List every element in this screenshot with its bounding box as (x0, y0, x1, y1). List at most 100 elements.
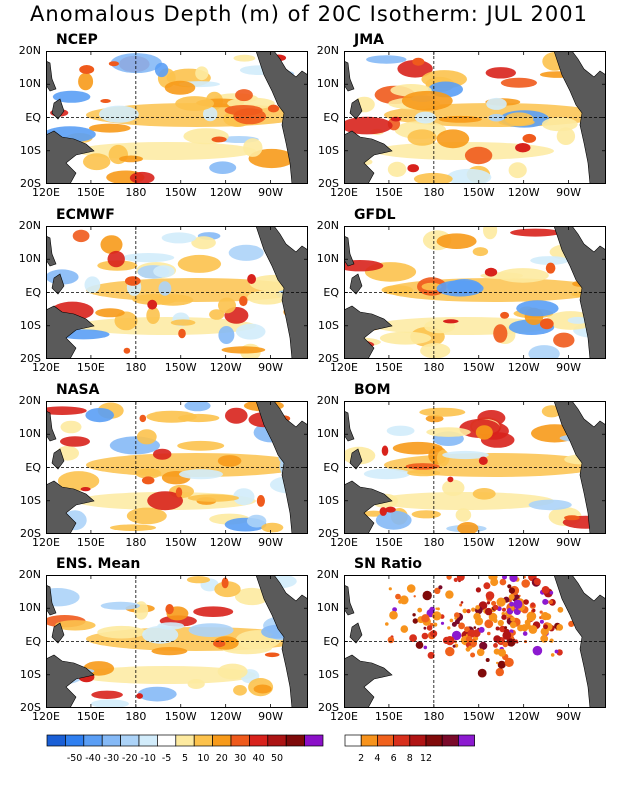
strong-anomaly-patch (381, 445, 389, 456)
figure-title: Anomalous Depth (m) of 20C Isotherm: JUL… (30, 2, 588, 26)
sn-ratio-patch (504, 657, 514, 667)
latitude-label: 20S (20, 527, 41, 540)
strong-anomaly-patch (123, 347, 131, 354)
sn-ratio-patch (475, 587, 481, 593)
negative-anomaly-patch (161, 232, 197, 244)
longitude-label: 90W (556, 710, 581, 723)
land-mask (255, 401, 308, 534)
sn-ratio-patch (484, 619, 494, 629)
sn-ratio-patch (520, 624, 529, 632)
longitude-label: 90W (556, 536, 581, 549)
sn-ratio-patch (452, 644, 456, 648)
strong-anomaly-patch (108, 61, 119, 67)
positive-anomaly-patch (209, 309, 225, 320)
panel-title: JMA (354, 32, 384, 48)
sn-ratio-patch (528, 625, 538, 634)
negative-anomaly-patch (153, 265, 175, 278)
land-mask (46, 305, 95, 359)
land-mask (349, 273, 363, 295)
positive-anomaly-patch (233, 685, 247, 696)
land-mask (46, 654, 95, 708)
sn-ratio-patch (495, 626, 500, 631)
strong-anomaly-patch (385, 506, 396, 513)
sn-ratio-patch (510, 616, 516, 622)
sn-ratio-patch (507, 584, 512, 589)
sn-ratio-patch (554, 649, 559, 654)
longitude-label: 180 (125, 710, 147, 723)
strong-anomaly-patch (539, 318, 554, 330)
longitude-label: 120W (507, 186, 540, 199)
strong-anomaly-patch (100, 99, 111, 103)
sn-ratio-patch (406, 584, 416, 593)
latitude-label: EQ (25, 110, 41, 124)
positive-anomaly-patch (107, 250, 125, 268)
sn-ratio-patch (426, 625, 433, 631)
latitude-label: 10N (18, 252, 41, 266)
positive-anomaly-patch (247, 290, 287, 305)
negative-anomaly-patch (218, 326, 235, 344)
negative-anomaly-patch (99, 105, 139, 123)
latitude-label: EQ (323, 285, 339, 299)
land-mask (46, 130, 95, 184)
land-mask (344, 305, 393, 359)
positive-anomaly-patch (46, 406, 87, 415)
positive-anomaly-patch (83, 153, 111, 171)
land-mask (51, 622, 65, 644)
sn-ratio-patch (506, 637, 516, 647)
longitude-label: 120E (330, 361, 358, 374)
positive-anomaly-patch (114, 311, 138, 331)
positive-anomaly-patch (164, 80, 196, 95)
sn-ratio-patch (423, 626, 427, 630)
anomaly-tick-label: 5 (181, 753, 189, 764)
sn-ratio-patch (459, 603, 463, 607)
map-field (344, 401, 606, 534)
positive-anomaly-patch (442, 479, 465, 496)
strong-anomaly-patch (484, 267, 498, 277)
anomaly-tick-label: 10 (197, 753, 210, 764)
latitude-label: 20N (18, 394, 41, 407)
strong-anomaly-patch (239, 295, 248, 307)
negative-anomaly-patch (184, 401, 211, 412)
negative-anomaly-patch (528, 499, 572, 511)
land-mask (344, 60, 355, 92)
positive-anomaly-patch (72, 229, 90, 243)
sn-ratio-patch (513, 599, 523, 609)
positive-anomaly-patch (135, 468, 162, 479)
sn-ratio-patch (417, 607, 423, 613)
anomaly-swatch (249, 734, 269, 747)
sn-ratio-patch (524, 619, 531, 626)
positive-anomaly-patch (344, 116, 393, 135)
anomaly-tick-label: -20 (122, 753, 138, 764)
positive-anomaly-patch (235, 89, 253, 102)
ratio-tick-label: 4 (374, 753, 381, 764)
sn-ratio-patch (549, 638, 554, 643)
map-field (46, 226, 308, 359)
land-mask (349, 98, 363, 120)
sn-ratio-patch (488, 575, 494, 580)
strong-anomaly-patch (267, 104, 280, 113)
sn-ratio-patch (456, 575, 465, 581)
sn-ratio-patch (526, 611, 537, 622)
positive-anomaly-patch (457, 522, 479, 534)
sn-ratio-patch (389, 610, 398, 620)
sn-ratio-patch (540, 634, 549, 643)
map-frame (344, 575, 606, 708)
land-mask (51, 273, 65, 295)
sn-ratio-patch (496, 597, 506, 607)
map-panel-ens: ENS. Mean 20N 10N EQ 10S 20S 120E 150E 180 150W 12… (19, 556, 308, 723)
positive-anomaly-patch (541, 117, 578, 132)
longitude-label: 90W (258, 536, 283, 549)
latitude-label: 10N (18, 427, 41, 441)
land-mask (553, 575, 606, 708)
sn-ratio-patch (430, 630, 438, 638)
sn-ratio-patch (483, 582, 491, 590)
positive-anomaly-patch (472, 488, 496, 500)
positive-anomaly-patch (426, 427, 471, 437)
strong-anomaly-patch (500, 311, 510, 319)
positive-anomaly-patch (152, 294, 194, 306)
positive-anomaly-patch (91, 690, 123, 699)
anomaly-swatch (101, 734, 121, 747)
sn-ratio-patch (495, 667, 504, 677)
sn-ratio-patch (467, 629, 476, 638)
positive-anomaly-patch (401, 90, 453, 111)
